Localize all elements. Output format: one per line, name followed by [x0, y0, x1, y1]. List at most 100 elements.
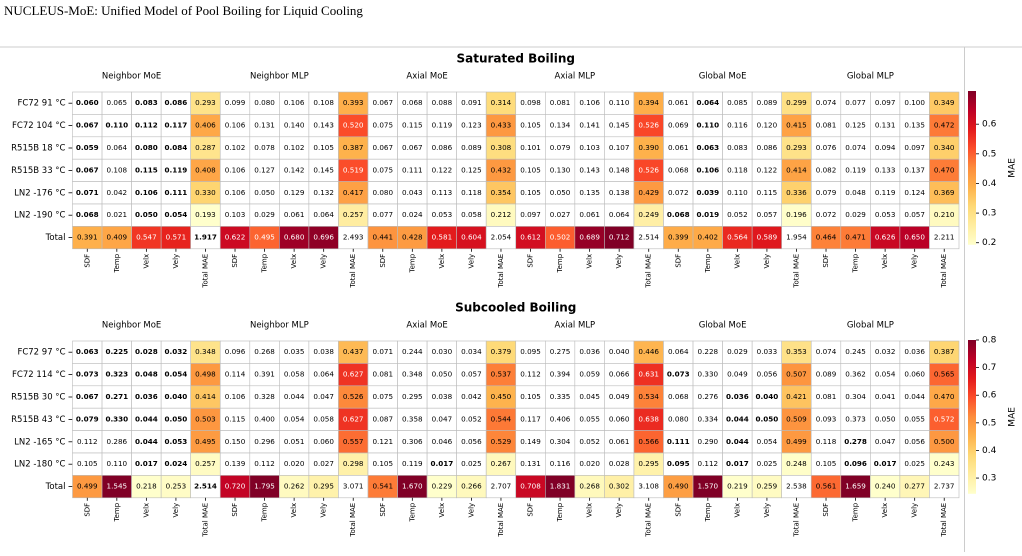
cell-label: 0.127	[254, 165, 275, 174]
cell-label: 0.074	[816, 347, 837, 356]
col-label: SDF	[527, 503, 535, 517]
cell-label: 0.067	[76, 392, 99, 401]
col-label: SDF	[83, 503, 91, 517]
cell-label: 0.093	[816, 414, 837, 423]
cell-label: 0.387	[934, 347, 955, 356]
cell-label: 0.049	[609, 392, 630, 401]
cell-label: 0.145	[313, 165, 334, 174]
cell-label: 0.495	[195, 437, 216, 446]
cell-label: 0.547	[136, 233, 157, 242]
cell-label: 0.060	[904, 370, 925, 379]
col-label: Total MAE	[792, 503, 800, 538]
cell-label: 0.056	[461, 437, 482, 446]
cell-label: 0.112	[254, 459, 275, 468]
cell-label: 0.415	[786, 121, 807, 130]
col-label: Vely	[763, 503, 771, 518]
cell-label: 0.131	[520, 459, 541, 468]
colorbar	[968, 340, 976, 494]
cell-label: 0.017	[874, 459, 897, 468]
cell-label: 0.021	[107, 210, 128, 219]
group-label: Global MoE	[699, 321, 747, 331]
cell-label: 0.125	[845, 121, 866, 130]
cell-label: 0.097	[875, 98, 896, 107]
cell-label: 0.042	[461, 392, 482, 401]
cell-label: 0.050	[756, 414, 779, 423]
cell-label: 0.055	[904, 414, 925, 423]
cell-label: 0.039	[696, 188, 719, 197]
cell-label: 0.083	[135, 98, 158, 107]
cell-label: 0.077	[845, 98, 866, 107]
cell-label: 0.119	[165, 165, 188, 174]
cell-label: 0.115	[757, 188, 778, 197]
cell-label: 0.105	[520, 188, 541, 197]
cell-label: 0.017	[135, 459, 158, 468]
col-label: Total MAE	[645, 503, 653, 538]
cell-label: 0.112	[77, 437, 98, 446]
group-label: Axial MoE	[406, 72, 447, 82]
col-label: SDF	[231, 503, 239, 517]
colorbar-tick-label: 0.5	[982, 418, 996, 428]
cell-label: 0.406	[550, 414, 571, 423]
cell-label: 0.119	[402, 459, 423, 468]
cell-label: 0.134	[550, 121, 571, 130]
cell-label: 0.286	[107, 437, 128, 446]
cell-label: 0.079	[550, 143, 571, 152]
cell-label: 0.097	[904, 143, 925, 152]
cell-label: 0.020	[284, 459, 305, 468]
col-label: Velx	[438, 254, 446, 269]
cell-label: 0.193	[195, 210, 216, 219]
cell-label: 0.119	[432, 121, 453, 130]
cell-label: 0.245	[845, 347, 866, 356]
cell-label: 0.299	[786, 98, 807, 107]
cell-label: 0.417	[343, 188, 364, 197]
cell-label: 0.277	[904, 482, 925, 491]
col-label: Velx	[881, 503, 889, 518]
cell-label: 0.041	[875, 392, 896, 401]
cell-label: 0.067	[76, 165, 99, 174]
cell-label: 0.627	[343, 370, 364, 379]
cell-label: 0.048	[135, 370, 158, 379]
cell-label: 0.612	[520, 233, 541, 242]
cell-label: 0.712	[609, 233, 630, 242]
row-label: Total	[45, 233, 66, 243]
cell-label: 0.057	[757, 210, 778, 219]
cell-label: 0.067	[402, 143, 423, 152]
cell-label: 0.394	[550, 370, 571, 379]
cell-label: 0.117	[165, 121, 188, 130]
cell-label: 0.139	[225, 459, 246, 468]
chart-title: Saturated Boiling	[456, 52, 575, 66]
row-label: LN2 -190 °C	[14, 211, 65, 221]
cell-label: 0.604	[461, 233, 482, 242]
cell-label: 0.105	[372, 459, 393, 468]
cell-label: 0.096	[225, 347, 246, 356]
cell-label: 0.295	[638, 459, 659, 468]
cell-label: 0.114	[225, 370, 246, 379]
cell-label: 0.024	[165, 459, 188, 468]
cell-label: 0.047	[875, 437, 896, 446]
cell-label: 0.074	[845, 143, 866, 152]
cell-label: 0.105	[520, 392, 541, 401]
cell-label: 0.050	[254, 188, 275, 197]
cell-label: 0.107	[609, 143, 630, 152]
cell-label: 0.050	[135, 210, 158, 219]
cell-label: 0.046	[432, 437, 453, 446]
cell-label: 0.025	[461, 459, 482, 468]
cell-label: 0.348	[402, 370, 423, 379]
cell-label: 0.085	[727, 98, 748, 107]
cell-label: 0.057	[461, 370, 482, 379]
cell-label: 0.068	[668, 392, 689, 401]
cell-label: 0.042	[107, 188, 128, 197]
cell-label: 0.059	[76, 143, 99, 152]
cell-label: 0.340	[934, 143, 955, 152]
cell-label: 0.044	[135, 437, 158, 446]
col-label: SDF	[379, 254, 387, 268]
cell-label: 1.670	[402, 482, 423, 491]
cell-label: 0.262	[284, 482, 305, 491]
cell-label: 0.287	[195, 143, 216, 152]
cell-label: 0.086	[757, 143, 778, 152]
col-label: Vely	[467, 503, 475, 518]
cell-label: 0.044	[726, 414, 749, 423]
col-label: SDF	[674, 503, 682, 517]
cell-label: 0.043	[402, 188, 423, 197]
col-label: Temp	[556, 253, 564, 273]
